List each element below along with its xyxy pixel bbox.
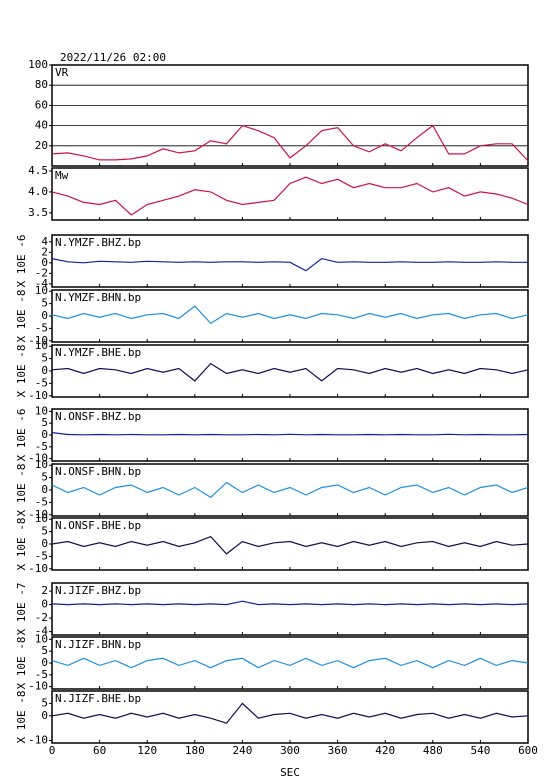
panel-label: N.JIZF.BHN.bp bbox=[55, 638, 141, 651]
y-tick-label: 0 bbox=[41, 309, 48, 322]
y-tick-label: 2 bbox=[41, 584, 48, 597]
y-tick-label: -10 bbox=[28, 562, 48, 575]
y-tick-label: 0 bbox=[41, 598, 48, 611]
x-tick-label: 600 bbox=[518, 744, 538, 757]
y-axis-label: X 10E -8 bbox=[15, 691, 28, 744]
panel-label: N.YMZF.BHZ.bp bbox=[55, 236, 141, 249]
waveform-line bbox=[51, 535, 529, 555]
waveform-line bbox=[51, 702, 529, 724]
y-tick-label: 0 bbox=[41, 428, 48, 441]
x-tick-label: 240 bbox=[232, 744, 252, 757]
y-tick-label: 0 bbox=[41, 537, 48, 550]
page-title: 2022/11/26 02:00 bbox=[60, 51, 166, 64]
y-tick-label: 20 bbox=[35, 139, 48, 152]
y-tick-label: -5 bbox=[35, 495, 48, 508]
y-tick-label: 0 bbox=[41, 656, 48, 669]
y-tick-label: 10 bbox=[35, 458, 48, 471]
y-tick-label: 0 bbox=[41, 709, 48, 722]
y-tick-label: 5 bbox=[41, 416, 48, 429]
y-tick-label: -4 bbox=[35, 277, 49, 290]
panel-label: Mw bbox=[55, 169, 69, 182]
y-tick-label: 0 bbox=[41, 483, 48, 496]
y-tick-label: -4 bbox=[35, 625, 49, 638]
waveform-line bbox=[51, 176, 529, 216]
y-tick-label: 5 bbox=[41, 471, 48, 484]
y-tick-label: -5 bbox=[35, 668, 48, 681]
waveform-line bbox=[51, 124, 529, 162]
y-tick-label: 10 bbox=[35, 284, 48, 297]
y-axis-label: X 10E -8 bbox=[15, 345, 28, 398]
panel-label: N.JIZF.BHZ.bp bbox=[55, 584, 141, 597]
y-tick-label: 80 bbox=[35, 78, 48, 91]
y-tick-label: 10 bbox=[35, 512, 48, 525]
y-tick-label: -5 bbox=[35, 321, 48, 334]
y-axis-label: X 10E -8 bbox=[15, 518, 28, 571]
waveform-line bbox=[51, 481, 529, 499]
x-axis-label: SEC bbox=[280, 766, 300, 779]
y-tick-label: -2 bbox=[35, 611, 48, 624]
y-tick-label: 2 bbox=[41, 245, 48, 258]
panel-label: N.ONSF.BHZ.bp bbox=[55, 410, 141, 423]
x-tick-label: 540 bbox=[470, 744, 490, 757]
y-tick-label: -10 bbox=[28, 452, 48, 465]
panel-label: N.ONSF.BHE.bp bbox=[55, 519, 141, 532]
x-tick-label: 420 bbox=[375, 744, 395, 757]
y-tick-label: 5 bbox=[41, 696, 48, 709]
y-tick-label: 10 bbox=[35, 404, 48, 417]
waveform-line bbox=[51, 432, 529, 436]
y-tick-label: 5 bbox=[41, 644, 48, 657]
y-axis-label: X 10E -7 bbox=[15, 583, 28, 636]
waveform-line bbox=[51, 362, 529, 382]
x-tick-label: 0 bbox=[49, 744, 56, 757]
x-tick-label: 480 bbox=[423, 744, 443, 757]
y-tick-label: 5 bbox=[41, 525, 48, 538]
waveform-line bbox=[51, 600, 529, 606]
panel-label: N.JIZF.BHE.bp bbox=[55, 692, 141, 705]
y-tick-label: 5 bbox=[41, 297, 48, 310]
x-tick-label: 180 bbox=[185, 744, 205, 757]
y-tick-label: 0 bbox=[41, 364, 48, 377]
panel-label: N.YMZF.BHE.bp bbox=[55, 346, 141, 359]
y-tick-label: -10 bbox=[28, 334, 48, 347]
y-axis-label: X 10E -6 bbox=[15, 409, 28, 462]
y-axis-label: X 10E -8 bbox=[15, 637, 28, 690]
x-tick-label: 360 bbox=[328, 744, 348, 757]
y-tick-label: 3.5 bbox=[28, 206, 48, 219]
panel-frame bbox=[51, 64, 529, 167]
y-tick-label: -10 bbox=[28, 734, 48, 747]
panel-frame bbox=[51, 167, 529, 221]
y-tick-label: 0 bbox=[41, 256, 48, 269]
y-axis-label: X 10E -8 bbox=[15, 464, 28, 517]
y-tick-label: 40 bbox=[35, 119, 48, 132]
y-tick-label: 4.5 bbox=[28, 164, 48, 177]
x-tick-label: 120 bbox=[137, 744, 157, 757]
y-tick-label: -5 bbox=[35, 376, 48, 389]
y-axis-label: X 10E -6 bbox=[15, 235, 28, 288]
y-tick-label: 10 bbox=[35, 339, 48, 352]
panel-label: VR bbox=[55, 66, 69, 79]
y-tick-label: 60 bbox=[35, 98, 48, 111]
y-axis-label: X 10E -8 bbox=[15, 290, 28, 343]
x-tick-label: 60 bbox=[93, 744, 106, 757]
y-tick-label: -2 bbox=[35, 266, 48, 279]
y-tick-label: 10 bbox=[35, 632, 48, 645]
y-tick-label: -10 bbox=[28, 508, 48, 521]
y-tick-label: -10 bbox=[28, 680, 48, 693]
waveform-line bbox=[51, 257, 528, 272]
y-tick-label: 4.0 bbox=[28, 185, 48, 198]
panel-label: N.YMZF.BHN.bp bbox=[55, 291, 141, 304]
x-tick-label: 300 bbox=[280, 744, 300, 757]
waveform-line bbox=[51, 305, 529, 325]
panel-label: N.ONSF.BHN.bp bbox=[55, 465, 141, 478]
y-tick-label: -5 bbox=[35, 440, 48, 453]
y-tick-label: -5 bbox=[35, 549, 48, 562]
waveform-line bbox=[51, 657, 529, 669]
y-tick-label: 4 bbox=[41, 235, 48, 248]
y-tick-label: 100 bbox=[28, 58, 48, 71]
y-tick-label: -10 bbox=[28, 389, 48, 402]
y-tick-label: 5 bbox=[41, 352, 48, 365]
